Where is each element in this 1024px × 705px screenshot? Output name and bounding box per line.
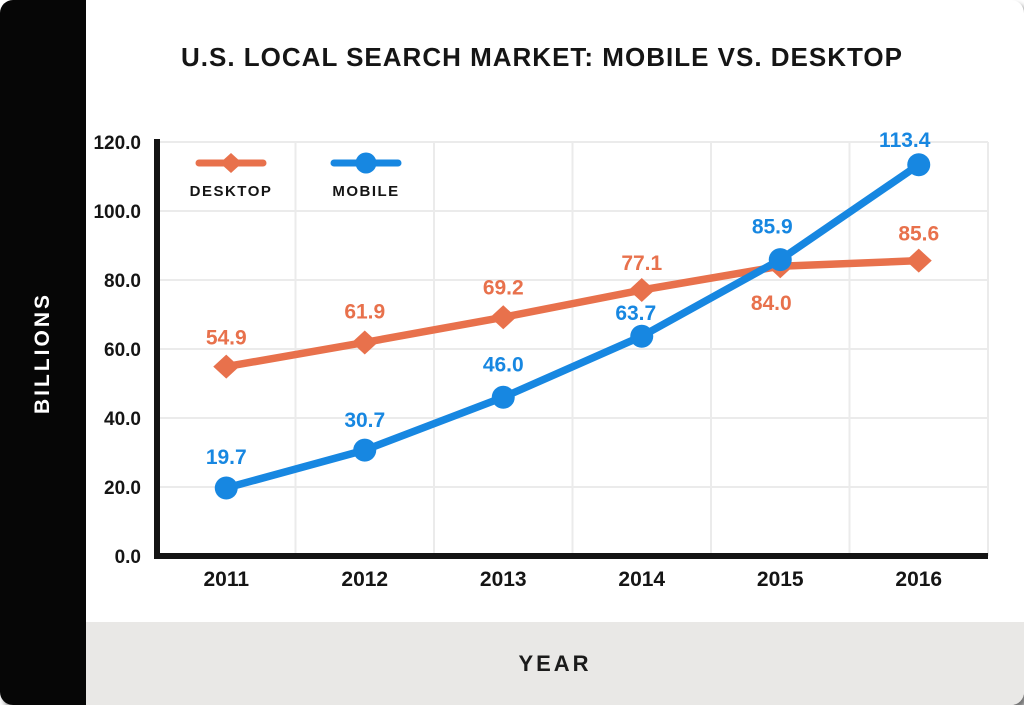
chart-title: U.S. LOCAL SEARCH MARKET: MOBILE VS. DES… — [181, 42, 903, 72]
data-label: 63.7 — [615, 302, 656, 325]
data-label: 19.7 — [206, 446, 247, 469]
legend-diamond-marker — [220, 153, 242, 173]
circle-marker — [630, 324, 654, 348]
y-tick-label: 80.0 — [104, 271, 141, 292]
x-tick-label: 2016 — [895, 568, 942, 591]
series-line-mobile — [222, 161, 923, 492]
diamond-marker — [628, 278, 655, 303]
circle-marker — [491, 385, 515, 409]
data-label: 84.0 — [751, 292, 792, 315]
x-axis-title: YEAR — [518, 650, 592, 676]
x-tick-label: 2011 — [203, 568, 249, 591]
data-label: 46.0 — [483, 353, 524, 376]
circle-marker — [907, 153, 931, 177]
x-tick-label: 2012 — [341, 568, 388, 591]
x-tick-label: 2013 — [480, 568, 527, 591]
diamond-marker — [213, 354, 240, 379]
series-line-desktop — [222, 256, 923, 371]
y-tick-label: 100.0 — [93, 202, 141, 223]
data-label: 30.7 — [344, 409, 385, 432]
y-tick-label: 20.0 — [104, 478, 141, 499]
data-label: 85.9 — [752, 216, 793, 239]
data-label: 85.6 — [898, 223, 939, 246]
legend-circle-marker — [355, 152, 377, 174]
y-axis-band: BILLIONS — [0, 0, 86, 705]
x-tick-label: 2015 — [757, 568, 804, 591]
circle-marker — [768, 248, 792, 272]
data-label: 113.4 — [879, 129, 931, 152]
circle-marker — [353, 438, 377, 462]
y-tick-label: 60.0 — [104, 340, 141, 361]
data-label: 61.9 — [344, 300, 385, 323]
legend-label: DESKTOP — [190, 183, 273, 200]
y-tick-label: 0.0 — [115, 547, 141, 568]
circle-marker — [214, 476, 238, 500]
diamond-marker — [351, 330, 378, 355]
x-axis-band: YEAR — [86, 622, 1024, 705]
data-label: 69.2 — [483, 276, 524, 299]
data-label: 54.9 — [206, 327, 247, 350]
x-tick-label: 2014 — [618, 568, 665, 591]
data-label: 77.1 — [621, 252, 662, 275]
y-tick-label: 120.0 — [93, 133, 141, 154]
y-tick-label: 40.0 — [104, 409, 141, 430]
legend-label: MOBILE — [332, 183, 399, 200]
diamond-marker — [905, 248, 932, 273]
diamond-marker — [490, 305, 517, 330]
